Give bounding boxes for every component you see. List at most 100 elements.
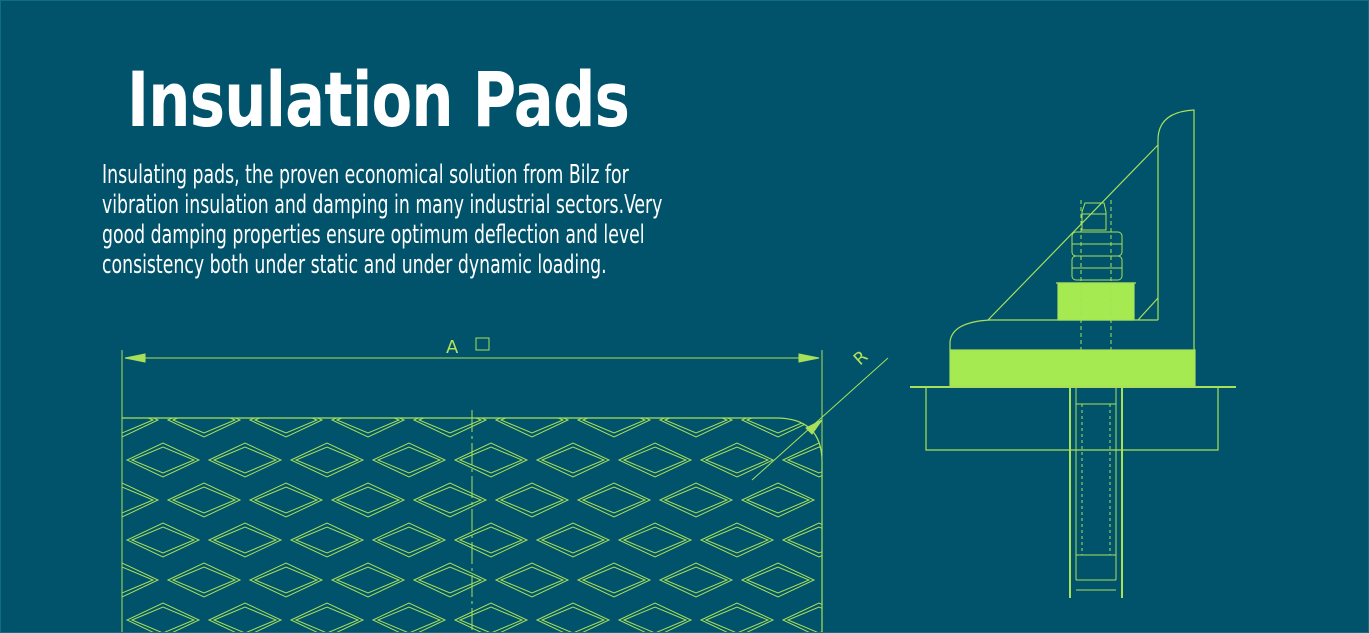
diamond-cell [824,563,896,597]
diamond-cell [253,486,319,514]
diamond-cell [9,567,71,593]
description-line-3: good damping properties ensure optimum d… [102,220,645,250]
diamond-cell [494,482,570,518]
diamond-cell [212,526,278,554]
diamond-cell [704,606,770,632]
diamond-cell [658,418,734,438]
diamond-cell [248,482,324,518]
diamond-cell [453,602,529,632]
diamond-cell [458,446,524,474]
diamond-cell [50,607,112,633]
diamond-cell [786,606,822,632]
diamond-cell [663,486,729,514]
diamond-cell [829,567,891,593]
diamond-cell [740,418,816,438]
diamond-cell [207,522,283,558]
diamond-cell [171,486,237,514]
diamond-cell [824,403,896,437]
diamond-cell [824,483,896,517]
diamond-cell [581,418,647,434]
diamond-cell [4,403,76,437]
diamond-cell [494,562,570,598]
diamond-cell [781,602,822,632]
diamond-cell [535,522,611,558]
diamond-cell [166,562,242,598]
diamond-cell [540,526,606,554]
diamond-cell [289,522,365,558]
diamond-cell [4,563,76,597]
radius-leader [751,357,889,481]
diamond-cell [330,562,406,598]
diamond-cell [371,602,447,632]
diamond-cell [376,446,442,474]
diamond-cell [870,447,932,473]
diamond-cell [535,442,611,478]
diamond-cell [125,602,201,632]
diamond-cell [576,562,652,598]
diamond-cell [330,482,406,518]
diamond-cell [740,482,816,518]
diamond-pattern [4,403,937,633]
diamond-cell [376,606,442,632]
diamond-cell [50,527,112,553]
bracket-plate [1157,109,1195,350]
diamond-cell [663,418,729,434]
diamond-cell [125,442,201,478]
diamond-cell [453,442,529,478]
diamond-cell [576,418,652,438]
diamond-cell [248,562,324,598]
diamond-cell [130,446,196,474]
anchor-bolt [1069,200,1123,598]
diamond-cell [417,486,483,514]
diamond-cell [540,606,606,632]
diamond-cell [458,526,524,554]
diamond-cell [122,562,160,598]
diamond-cell [371,442,447,478]
diamond-cell [171,418,237,434]
diamond-cell [781,522,822,558]
diamond-cell [125,522,201,558]
diamond-cell [4,483,76,517]
description-line-4: consistency both under static and under … [102,250,607,280]
diamond-cell [745,486,811,514]
diamond-cell [494,418,570,438]
diamond-cell [829,487,891,513]
diamond-cell [535,602,611,632]
diamond-cell [122,482,160,518]
washer [1057,282,1135,321]
diamond-cell [458,606,524,632]
diamond-cell [335,566,401,594]
diamond-cell [294,606,360,632]
diamond-cell [786,526,822,554]
diamond-cell [248,418,324,438]
diamond-cell [699,522,775,558]
diamond-cell [870,527,932,553]
diamond-cell [130,606,196,632]
diamond-cell [412,562,488,598]
diamond-cell [335,486,401,514]
diamond-cell [294,446,360,474]
diamond-cell [371,522,447,558]
diamond-cell [865,603,937,633]
nut-stack [1071,202,1123,281]
diamond-cell [617,442,693,478]
mount-section-view [910,109,1236,598]
diamond-cell [166,482,242,518]
diamond-cell [576,482,652,518]
diamond-cell [9,407,71,433]
diamond-cell [617,602,693,632]
diamond-cell [781,442,822,478]
diamond-cell [253,566,319,594]
description-line-2: vibration insulation and damping in many… [102,190,663,220]
diamond-cell [622,526,688,554]
diamond-cell [617,522,693,558]
diamond-cell [330,418,406,438]
pad-outline [122,417,823,632]
diamond-cell [9,487,71,513]
diamond-cell [289,442,365,478]
diamond-cell [45,603,117,633]
diamond-cell [499,486,565,514]
description-text: Insulating pads, the proven economical s… [102,160,768,280]
diamond-cell [499,566,565,594]
